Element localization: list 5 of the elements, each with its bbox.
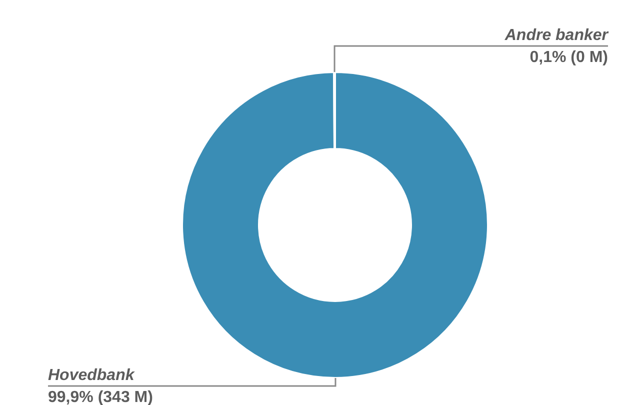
slice-label: Hovedbank — [48, 367, 136, 384]
slice-label: Andre banker — [504, 27, 609, 44]
data-label: 99,9% (343 M) — [48, 389, 153, 405]
data-label: 0,1% (0 M) — [530, 49, 608, 66]
donut-slice — [181, 71, 489, 379]
